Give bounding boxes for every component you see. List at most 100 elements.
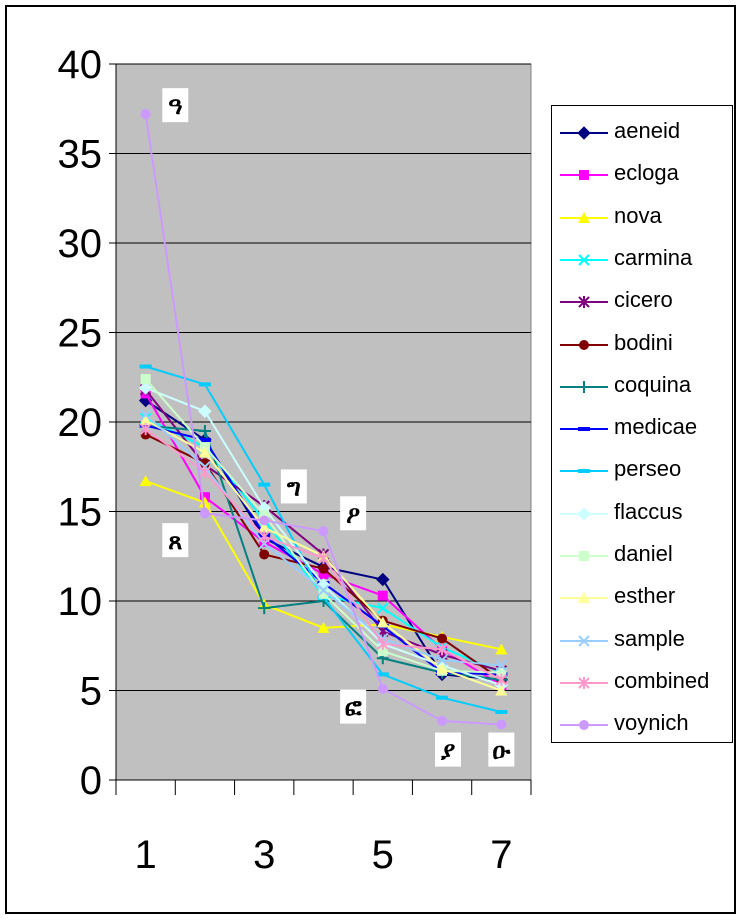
x-tick-label: 3 xyxy=(253,833,275,877)
annotation-label: ዓ xyxy=(168,92,182,120)
annotation: ግ xyxy=(280,469,307,504)
point-voynich xyxy=(199,508,210,519)
legend-item-daniel: daniel xyxy=(552,535,732,577)
annotation-label: ዑ xyxy=(492,737,511,765)
legend-label: voynich xyxy=(614,710,689,736)
point-carmina xyxy=(377,602,389,614)
legend-marker-nova xyxy=(578,211,590,223)
point-combined xyxy=(258,530,270,543)
legend-marker-aeneid xyxy=(577,126,591,140)
annotation-label: ዖ xyxy=(346,500,360,528)
y-tick-label: 40 xyxy=(58,43,103,87)
point-perseo xyxy=(376,672,389,677)
legend-marker-icon xyxy=(578,592,590,604)
y-tick-label: 0 xyxy=(80,759,102,803)
point-sample xyxy=(139,409,152,421)
annotation-box xyxy=(435,732,461,767)
legend-marker-icon xyxy=(579,551,589,561)
point-bodini xyxy=(318,563,329,574)
y-tick-label: 10 xyxy=(58,580,103,624)
legend-item-coquina: coquina xyxy=(552,366,732,408)
legend-marker-icon xyxy=(578,380,590,393)
legend-marker-bodini xyxy=(579,339,589,350)
legend-item-bodini: bodini xyxy=(552,324,732,366)
legend-label: sample xyxy=(614,625,685,651)
legend-marker-icon xyxy=(577,506,591,521)
legend-label: aeneid xyxy=(614,118,681,143)
annotation-label: ግ xyxy=(287,473,301,501)
legend-item-cicero: cicero xyxy=(552,281,732,323)
point-daniel xyxy=(377,646,388,657)
legend-marker-coquina xyxy=(578,380,590,393)
point-combined xyxy=(495,673,508,686)
legend-label: medicae xyxy=(614,414,698,440)
point-esther xyxy=(198,446,211,458)
legend-marker-ecloga xyxy=(579,170,589,181)
point-esther xyxy=(436,663,449,675)
legend-marker-perseo xyxy=(578,469,590,474)
point-nova xyxy=(198,496,211,508)
legend-item-nova: nova xyxy=(552,197,732,239)
legend-item-combined: combined xyxy=(552,662,732,704)
legend-marker-esther xyxy=(578,592,590,604)
legend-item-esther: esther xyxy=(552,577,732,619)
legend-item-aeneid: aeneid xyxy=(552,112,732,154)
legend: aeneid ecloga nova carmina cicero bodini coqui… xyxy=(551,105,733,743)
point-ecloga xyxy=(318,569,329,580)
legend-item-medicae: medicae xyxy=(552,408,732,450)
point-aeneid xyxy=(376,572,390,587)
legend-item-flaccus: flaccus xyxy=(552,493,732,535)
y-tick-label: 35 xyxy=(58,133,103,177)
legend-label: cicero xyxy=(614,287,673,313)
legend-item-perseo: perseo xyxy=(552,450,732,492)
point-sample xyxy=(495,659,508,672)
point-voynich xyxy=(259,515,270,526)
annotation-box xyxy=(340,689,367,724)
legend-marker-sample xyxy=(578,634,590,647)
point-daniel xyxy=(259,510,270,521)
legend-label: coquina xyxy=(614,371,692,397)
annotation-box xyxy=(488,732,515,767)
legend-marker-icon xyxy=(579,339,589,350)
annotation-box xyxy=(162,523,189,558)
point-combined xyxy=(436,643,448,656)
legend-marker-icon xyxy=(578,254,590,266)
legend-item-voynich: voynich xyxy=(552,704,732,746)
y-tick-label: 25 xyxy=(58,312,103,356)
legend-label: nova xyxy=(614,202,662,228)
legend-item-ecloga: ecloga xyxy=(552,154,732,196)
legend-marker-icon xyxy=(578,296,590,309)
point-voynich xyxy=(437,715,448,726)
point-perseo xyxy=(436,695,449,700)
point-voynich xyxy=(140,109,151,120)
legend-marker-flaccus xyxy=(577,506,591,521)
legend-marker-combined xyxy=(578,676,590,689)
legend-marker-icon xyxy=(579,720,589,731)
point-combined xyxy=(317,552,330,565)
legend-marker-voynich xyxy=(579,720,589,731)
legend-marker-cicero xyxy=(578,296,590,309)
legend-marker-medicae xyxy=(578,427,590,432)
annotation-box xyxy=(280,469,307,504)
point-perseo xyxy=(139,364,152,369)
point-nova xyxy=(495,643,508,655)
point-bodini xyxy=(437,633,448,644)
legend-marker-icon xyxy=(577,126,591,140)
annotation: ዓ xyxy=(162,88,189,123)
annotation-label: ጸ xyxy=(168,527,182,555)
annotation-box xyxy=(340,496,367,531)
legend-item-carmina: carmina xyxy=(552,239,732,281)
point-voynich xyxy=(496,719,507,730)
point-coquina xyxy=(258,602,271,615)
legend-marker-icon xyxy=(578,469,590,474)
point-sample xyxy=(317,584,330,596)
point-flaccus xyxy=(198,404,212,418)
point-ecloga xyxy=(377,590,388,601)
legend-label: daniel xyxy=(614,541,673,566)
series-voynich xyxy=(140,109,507,730)
point-esther xyxy=(376,616,389,628)
point-daniel xyxy=(496,667,507,678)
point-coquina xyxy=(198,424,211,437)
point-medicae xyxy=(198,437,211,442)
annotation-label: ያ xyxy=(441,737,456,765)
